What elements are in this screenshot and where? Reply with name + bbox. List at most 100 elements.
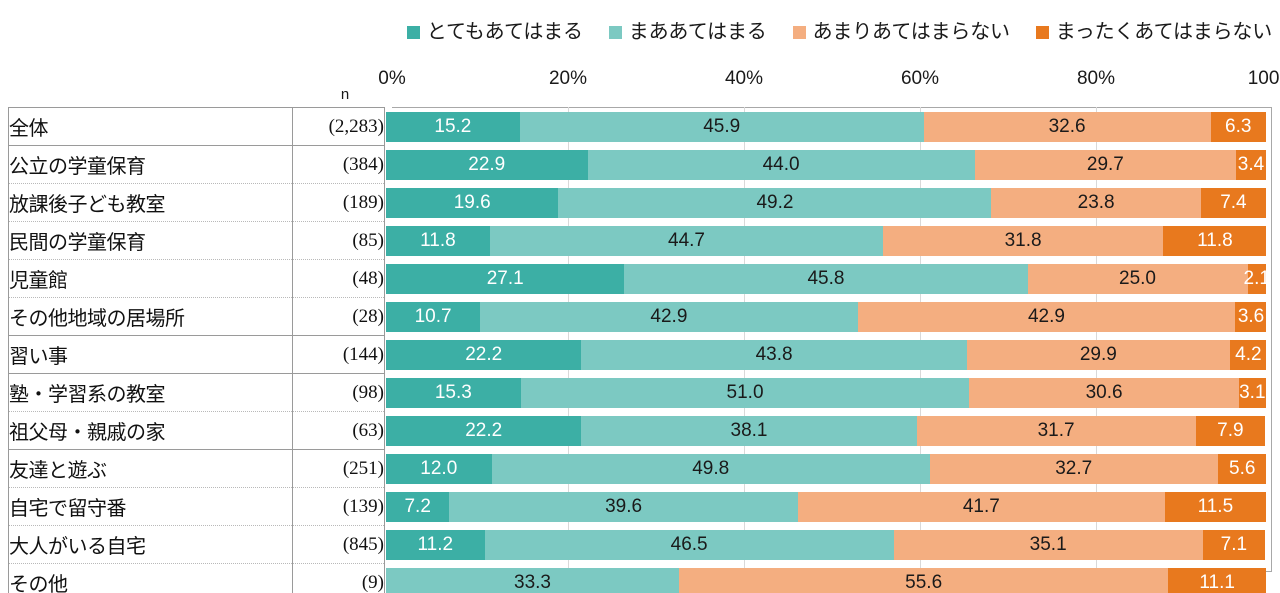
bar-segment[interactable]: 42.9 bbox=[480, 301, 858, 332]
bar-segment[interactable]: 51.0 bbox=[520, 377, 970, 408]
bar-segment-value: 2.1 bbox=[1243, 268, 1266, 289]
row-category-label: 民間の学童保育 bbox=[8, 221, 293, 260]
legend-item[interactable]: まああてはまる bbox=[608, 22, 767, 42]
row-sample-size: (63) bbox=[292, 411, 385, 450]
chart-table: 全体 (2,283) 15.2 45.9 32.6 6.3 公立の学童保育 (384) 22.9… bbox=[8, 107, 1272, 593]
bar-segment-value: 11.8 bbox=[1197, 230, 1233, 251]
bar-segment[interactable]: 7.1 bbox=[1202, 529, 1266, 560]
bar-segment[interactable]: 15.2 bbox=[386, 111, 520, 142]
bar-segment[interactable]: 42.9 bbox=[857, 301, 1236, 332]
bar-segment-value: 6.3 bbox=[1225, 116, 1252, 137]
bar-segment-value: 22.2 bbox=[465, 420, 503, 441]
table-row: その他地域の居場所 (28) 10.7 42.9 42.9 3.6 bbox=[8, 297, 1273, 336]
row-sample-size: (28) bbox=[292, 297, 385, 336]
bar-segment-value: 19.6 bbox=[453, 192, 491, 213]
legend-item[interactable]: あまりあてはまらない bbox=[792, 22, 1010, 42]
row-category-label: 全体 bbox=[8, 107, 293, 146]
bar-segment[interactable]: 44.0 bbox=[587, 149, 975, 180]
bar-segment[interactable]: 29.7 bbox=[974, 149, 1237, 180]
stacked-bar: 11.2 46.5 35.1 7.1 bbox=[386, 529, 1266, 560]
bar-segment[interactable]: 12.0 bbox=[386, 453, 492, 484]
table-row: 児童館 (48) 27.1 45.8 25.0 2.1 bbox=[8, 259, 1273, 298]
bar-segment-value: 3.6 bbox=[1237, 306, 1265, 327]
row-bar-cell: 7.2 39.6 41.7 11.5 bbox=[385, 488, 1273, 526]
legend-swatch-icon bbox=[792, 25, 806, 39]
bar-segment[interactable]: 11.2 bbox=[386, 529, 485, 560]
bar-segment[interactable]: 15.3 bbox=[386, 377, 521, 408]
bar-segment[interactable]: 23.8 bbox=[991, 187, 1201, 218]
bar-segment[interactable]: 38.1 bbox=[581, 415, 917, 446]
table-row: 習い事 (144) 22.2 43.8 29.9 4.2 bbox=[8, 335, 1273, 374]
bar-segment-value: 35.1 bbox=[1029, 534, 1067, 555]
row-category-label: 放課後子ども教室 bbox=[8, 183, 293, 222]
bar-segment[interactable]: 41.7 bbox=[797, 491, 1165, 522]
legend-item-label: まったくあてはまらない bbox=[1055, 21, 1272, 43]
row-bar-cell: 12.0 49.8 32.7 5.6 bbox=[385, 450, 1273, 488]
bar-segment[interactable]: 55.6 bbox=[679, 567, 1169, 593]
stacked-bar: 10.7 42.9 42.9 3.6 bbox=[386, 301, 1266, 332]
bar-segment[interactable]: 49.2 bbox=[558, 187, 992, 218]
bar-segment[interactable]: 31.7 bbox=[916, 415, 1196, 446]
row-bar-cell: 22.2 38.1 31.7 7.9 bbox=[385, 412, 1273, 450]
bar-segment-value: 29.7 bbox=[1086, 154, 1124, 175]
bar-segment[interactable]: 46.5 bbox=[484, 529, 894, 560]
bar-segment[interactable]: 45.8 bbox=[624, 263, 1028, 294]
bar-segment[interactable]: 11.5 bbox=[1164, 491, 1266, 522]
bar-segment[interactable]: 29.9 bbox=[966, 339, 1230, 370]
bar-segment[interactable]: 22.2 bbox=[386, 415, 582, 446]
legend-item[interactable]: まったくあてはまらない bbox=[1035, 21, 1272, 43]
bar-segment[interactable]: 7.4 bbox=[1200, 187, 1266, 218]
bar-segment[interactable]: 35.1 bbox=[893, 529, 1203, 560]
bar-segment-value: 15.2 bbox=[434, 116, 472, 137]
bar-segment[interactable]: 49.8 bbox=[491, 453, 930, 484]
row-sample-size: (2,283) bbox=[292, 107, 385, 146]
bar-segment[interactable]: 11.8 bbox=[1163, 225, 1266, 256]
bar-segment[interactable]: 11.1 bbox=[1168, 567, 1266, 593]
bar-segment[interactable]: 32.7 bbox=[929, 453, 1218, 484]
row-bar-cell: 22.9 44.0 29.7 3.4 bbox=[385, 146, 1273, 184]
bar-segment[interactable]: 22.2 bbox=[386, 339, 582, 370]
bar-segment[interactable]: 22.9 bbox=[386, 149, 588, 180]
bar-segment[interactable]: 3.6 bbox=[1235, 301, 1266, 332]
table-row: 放課後子ども教室 (189) 19.6 49.2 23.8 7.4 bbox=[8, 183, 1273, 222]
bar-segment[interactable]: 7.2 bbox=[386, 491, 450, 522]
bar-segment[interactable]: 39.6 bbox=[449, 491, 798, 522]
bar-segment[interactable]: 10.7 bbox=[386, 301, 481, 332]
bar-segment-value: 46.5 bbox=[670, 534, 708, 555]
bar-segment[interactable]: 33.3 bbox=[386, 567, 680, 593]
row-category-label: 公立の学童保育 bbox=[8, 145, 293, 184]
bar-segment-value: 4.2 bbox=[1235, 344, 1262, 365]
row-sample-size: (85) bbox=[292, 221, 385, 260]
table-row: 公立の学童保育 (384) 22.9 44.0 29.7 3.4 bbox=[8, 145, 1273, 184]
n-column-header: n bbox=[340, 86, 350, 103]
bar-segment-value: 33.3 bbox=[514, 572, 551, 593]
bar-segment[interactable]: 43.8 bbox=[581, 339, 967, 370]
table-row: 自宅で留守番 (139) 7.2 39.6 41.7 11.5 bbox=[8, 487, 1273, 526]
row-category-label: 塾・学習系の教室 bbox=[8, 373, 293, 412]
bar-segment[interactable]: 3.1 bbox=[1238, 377, 1266, 408]
bar-segment[interactable]: 11.8 bbox=[386, 225, 490, 256]
bar-segment[interactable]: 2.1 bbox=[1244, 263, 1266, 294]
x-axis-tick-label: 80% bbox=[1076, 68, 1116, 89]
row-category-label: 習い事 bbox=[8, 335, 293, 374]
bar-segment[interactable]: 31.8 bbox=[883, 225, 1164, 256]
bar-segment[interactable]: 27.1 bbox=[386, 263, 625, 294]
bar-segment[interactable]: 6.3 bbox=[1210, 111, 1266, 142]
bar-segment[interactable]: 3.4 bbox=[1236, 149, 1266, 180]
legend-item[interactable]: とてもあてはまる bbox=[406, 21, 583, 43]
bar-segment[interactable]: 45.9 bbox=[519, 111, 924, 142]
legend-item-label: とてもあてはまる bbox=[426, 21, 583, 43]
bar-segment[interactable]: 30.6 bbox=[969, 377, 1239, 408]
bar-segment[interactable]: 25.0 bbox=[1027, 263, 1248, 294]
bar-segment[interactable]: 5.6 bbox=[1217, 453, 1266, 484]
bar-segment-value: 27.1 bbox=[486, 268, 524, 289]
bar-segment[interactable]: 19.6 bbox=[386, 187, 559, 218]
bar-segment[interactable]: 7.9 bbox=[1195, 415, 1266, 446]
table-row: 大人がいる自宅 (845) 11.2 46.5 35.1 7.1 bbox=[8, 525, 1273, 564]
bar-segment[interactable]: 4.2 bbox=[1229, 339, 1266, 370]
bar-segment[interactable]: 32.6 bbox=[923, 111, 1211, 142]
bar-segment[interactable]: 44.7 bbox=[489, 225, 884, 256]
table-row: 塾・学習系の教室 (98) 15.3 51.0 30.6 3.1 bbox=[8, 373, 1273, 412]
x-axis-tick-labels: 0% 20% 40% 60% 80% 100% bbox=[378, 68, 1280, 92]
x-axis-tick-label: 40% bbox=[724, 68, 764, 89]
